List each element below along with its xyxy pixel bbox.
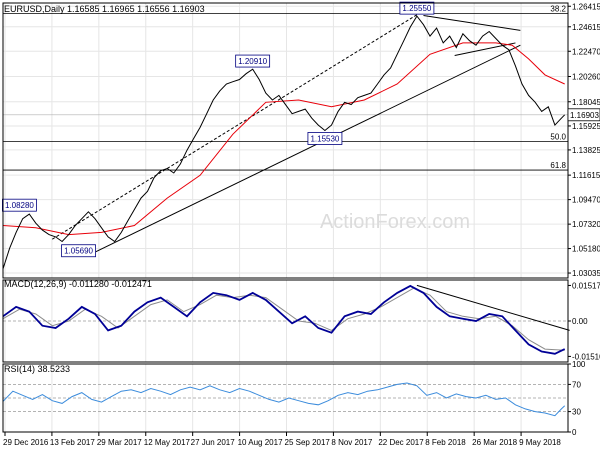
y-tick-label: 1.18045	[572, 98, 600, 107]
trendline-wedge-bottom	[454, 42, 516, 56]
macd-trendline	[416, 284, 570, 331]
fib-level-label: 61.8	[550, 161, 566, 170]
series-layer	[2, 15, 566, 417]
y-tick-label: 1.15925	[572, 122, 600, 131]
trendlines	[52, 8, 570, 331]
price-annotation-label: 1.20910	[238, 57, 267, 66]
rsi-title: RSI(14) 38.5233	[4, 364, 70, 374]
x-tick-label: 10 Aug 2017	[238, 438, 283, 447]
y-tick-label: 1.11615	[572, 171, 600, 180]
y-tick-label: 1.24615	[572, 23, 600, 32]
rsi-y-tick-label: 100	[572, 360, 586, 369]
rsi-y-tick-label: 30	[572, 408, 581, 417]
rsi-panel-frame	[2, 363, 569, 433]
macd-line	[2, 284, 566, 355]
price-panel-frame	[2, 2, 569, 279]
y-tick-label: 1.22470	[572, 47, 600, 56]
price-annotation-box	[307, 132, 343, 145]
rsi-line	[2, 382, 566, 417]
y-tick-label: 1.26415	[572, 2, 600, 11]
price-annotation-box	[2, 198, 37, 212]
watermark-text: ActionForex.com	[320, 211, 470, 233]
y-tick-label: 1.05180	[572, 245, 600, 254]
y-tick-label: 1.03035	[572, 269, 600, 278]
macd-y-tick-label: 0.00	[572, 317, 588, 326]
y-tick-label: 1.20260	[572, 72, 600, 81]
x-tick-label: 27 Jun 2017	[191, 438, 236, 447]
moving-average-line	[2, 42, 565, 236]
x-tick-label: 29 Mar 2017	[97, 438, 142, 447]
x-tick-label: 25 Sep 2017	[285, 438, 331, 447]
x-tick-label: 9 May 2018	[519, 438, 561, 447]
fib-level-label: 38.2	[550, 5, 566, 14]
x-axis-labels: 29 Dec 2016 13 Feb 2017 29 Mar 2017 12 May …	[3, 432, 561, 447]
x-tick-label: 8 Feb 2018	[425, 438, 466, 447]
price-annotation-label: 1.05690	[64, 247, 93, 256]
trendline-support	[93, 44, 521, 254]
y-tick-label: 1.07320	[572, 220, 600, 229]
fib-level-label: 50.0	[550, 133, 566, 142]
trendline-wedge-top	[423, 15, 521, 31]
rsi-y-tick-label: 0	[572, 428, 577, 437]
price-annotation-box	[399, 1, 435, 15]
x-tick-label: 8 Nov 2017	[331, 438, 372, 447]
chart-title: EURUSD,Daily 1.16585 1.16965 1.16556 1.1…	[4, 4, 205, 14]
trendline-channel-upper	[52, 8, 428, 240]
x-tick-label: 12 May 2017	[144, 438, 191, 447]
y-axis-labels: 1.26415 1.24615 1.22470 1.20260 1.18045 1.159…	[567, 2, 600, 437]
x-tick-label: 13 Feb 2017	[50, 438, 95, 447]
macd-title: MACD(12,26,9) -0.011280 -0.012471	[4, 279, 152, 289]
x-tick-label: 22 Dec 2017	[378, 438, 424, 447]
macd-y-tick-label: -0.015109	[572, 352, 600, 361]
x-tick-label: 29 Dec 2016	[3, 438, 49, 447]
annotations: 1.08280 1.05690 1.20910 1.15530 1.25550	[2, 1, 435, 258]
macd-y-tick-label: 0.015176	[572, 281, 600, 290]
price-annotation-box	[61, 244, 96, 258]
rsi-y-tick-label: 70	[572, 380, 581, 389]
current-price-label: 1.16903	[570, 111, 599, 120]
price-annotation-box	[235, 54, 271, 68]
price-annotation-label: 1.15530	[310, 134, 339, 143]
current-price-box	[567, 108, 600, 122]
y-tick-label: 1.13825	[572, 146, 600, 155]
y-tick-label: 1.09470	[572, 196, 600, 205]
x-tick-label: 26 Mar 2018	[472, 438, 517, 447]
price-series-line	[2, 15, 566, 270]
price-annotation-label: 1.08280	[5, 201, 34, 210]
price-annotation-label: 1.25550	[402, 4, 431, 13]
